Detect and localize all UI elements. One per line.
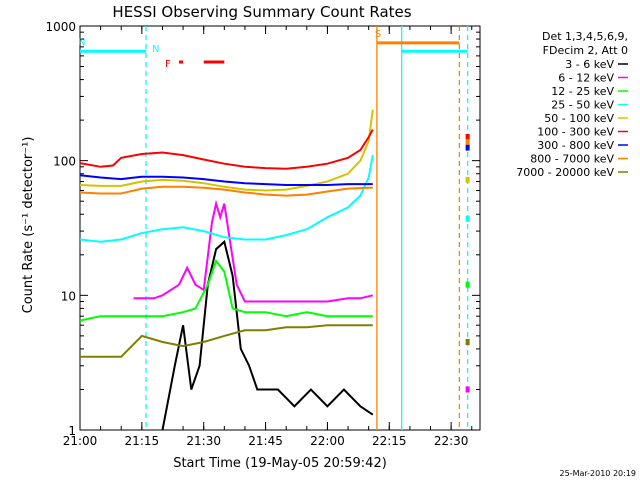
y-tick-label: 10 [61, 289, 76, 303]
flag-label: F [165, 59, 171, 70]
late-point [465, 176, 470, 183]
flag-label: S [375, 29, 381, 40]
y-axis-label: Count Rate (s⁻¹ detector⁻¹) [21, 137, 36, 314]
late-point [465, 386, 470, 393]
legend-entry: 7000 - 20000 keV [516, 166, 614, 179]
series-line [79, 154, 374, 243]
plot-border [79, 25, 481, 431]
series-line [161, 239, 374, 431]
x-tick-label: 21:45 [248, 434, 283, 448]
series-line [133, 199, 374, 303]
x-tick-label: 22:00 [310, 434, 345, 448]
series-line [79, 258, 373, 322]
plot-frame [79, 25, 481, 431]
series-line [79, 174, 373, 186]
y-tick-label: 100 [53, 155, 76, 169]
late-point [465, 144, 470, 151]
x-tick-label: 22:15 [372, 434, 407, 448]
series-lines [79, 109, 374, 431]
legend-entry: 100 - 300 keV [537, 126, 614, 139]
late-point [465, 281, 470, 288]
x-tick-label: 22:30 [434, 434, 469, 448]
x-axis-label: Start Time (19-May-05 20:59:42) [173, 456, 387, 471]
series-line [79, 185, 373, 197]
legend-entry: 800 - 7000 keV [530, 153, 614, 166]
flag-label: N [152, 44, 159, 55]
legend-entry: 12 - 25 keV [551, 85, 614, 98]
y-tick-label: 1000 [45, 20, 76, 34]
late-point [465, 138, 470, 145]
legend-header: Det 1,3,4,5,6,9, [542, 30, 628, 43]
chart-title: HESSI Observing Summary Count Rates [112, 3, 411, 21]
series-line [79, 129, 374, 170]
series-line [80, 324, 373, 358]
series-line [79, 109, 374, 192]
y-tick-label: 1 [68, 424, 76, 438]
late-point [465, 133, 470, 140]
footer-date: 25-Mar-2010 20:19 [560, 469, 637, 478]
axis-ticks: 21:00 21:15 21:30 21:45 22:00 22:15 22:30 1 10 10… [45, 20, 480, 448]
late-point [465, 215, 470, 222]
legend-entry: 3 - 6 keV [565, 58, 614, 71]
legend-entry: 300 - 800 keV [537, 139, 614, 152]
late-points [465, 133, 470, 393]
legend-entry: 25 - 50 keV [551, 99, 614, 112]
late-point [465, 339, 470, 346]
x-tick-label: 21:30 [186, 434, 221, 448]
legend-entry: 50 - 100 keV [544, 112, 614, 125]
x-tick-label: 21:00 [63, 434, 98, 448]
flag-lines: N N S F [78, 26, 469, 430]
legend: Det 1,3,4,5,6,9,FDecim 2, Att 03 - 6 keV… [516, 30, 628, 179]
x-tick-label: 21:15 [125, 434, 160, 448]
flag-label: N [78, 37, 85, 48]
legend-entry: 6 - 12 keV [558, 72, 614, 85]
legend-header: FDecim 2, Att 0 [543, 44, 628, 57]
